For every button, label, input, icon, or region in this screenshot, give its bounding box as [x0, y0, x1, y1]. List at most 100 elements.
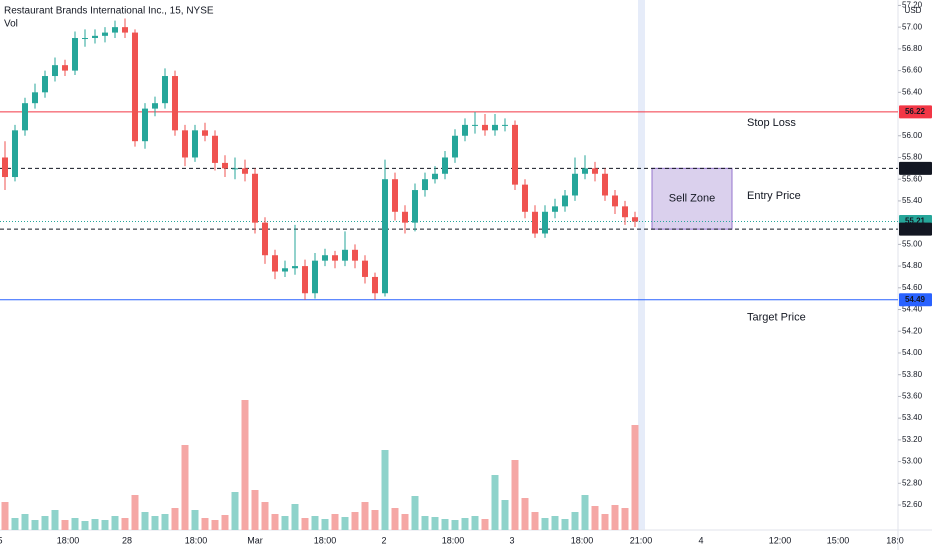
x-tick-label: 18:00 — [314, 535, 337, 545]
volume-bar — [451, 520, 459, 530]
volume-bar — [431, 517, 439, 530]
volume-bar — [461, 518, 469, 530]
candle-body — [242, 168, 248, 174]
candle-body — [362, 260, 368, 277]
candle-body — [182, 130, 188, 158]
y-tick-label: 56.60 — [902, 66, 923, 75]
volume-bar — [531, 512, 539, 530]
currency-label: USD — [905, 6, 922, 15]
volume-bar — [161, 514, 169, 530]
volume-bar — [221, 515, 229, 530]
y-tick-label: 54.00 — [902, 348, 923, 357]
candle-body — [432, 173, 438, 180]
volume-bar — [71, 518, 79, 530]
volume-bar — [511, 460, 519, 530]
volume-bar — [181, 445, 189, 530]
y-tick-label: 56.80 — [902, 44, 923, 53]
x-tick-label: 2 — [381, 535, 386, 545]
volume-bar — [61, 520, 69, 530]
candle-body — [202, 130, 208, 136]
candle-body — [132, 32, 138, 142]
volume-bar — [331, 514, 339, 530]
y-tick-label: 52.60 — [902, 500, 923, 509]
x-tick-label: 18:00 — [442, 535, 465, 545]
x-tick-label: Mar — [247, 535, 263, 545]
price-tag — [899, 105, 932, 119]
candle-body — [72, 38, 78, 71]
volume-bar — [471, 516, 479, 530]
volume-bar — [561, 519, 569, 530]
price-tag — [899, 222, 932, 236]
volume-bar — [551, 516, 559, 530]
candle-body — [172, 76, 178, 131]
candle-body — [482, 124, 488, 131]
volume-bar — [601, 514, 609, 530]
volume-bar — [271, 514, 279, 530]
candle-body — [552, 206, 558, 212]
candle-body — [192, 130, 198, 158]
candle-body — [632, 217, 638, 222]
volume-bar — [541, 518, 549, 530]
candle-body — [412, 190, 418, 223]
candle-body — [312, 260, 318, 294]
y-tick-label: 56.40 — [902, 87, 923, 96]
volume-bar — [121, 518, 129, 530]
volume-bar — [1, 502, 9, 530]
candle-body — [302, 266, 308, 294]
x-tick-label: 18:00 — [57, 535, 80, 545]
x-tick-label: 15:00 — [827, 535, 850, 545]
price-tag-label: 55.14 — [905, 224, 926, 233]
candle-body — [2, 157, 8, 178]
volume-bar — [191, 510, 199, 530]
candle-body — [162, 76, 168, 104]
candle-body — [582, 168, 588, 174]
volume-bar — [381, 450, 389, 530]
y-tick-label: 57.00 — [902, 22, 923, 31]
x-tick-label: 3 — [509, 535, 514, 545]
volume-bar — [291, 504, 299, 530]
y-tick-label: 55.00 — [902, 239, 923, 248]
volume-bar — [411, 496, 419, 530]
candle-body — [512, 124, 518, 185]
volume-bar — [391, 508, 399, 530]
candle-body — [382, 179, 388, 294]
chart-title: Restaurant Brands International Inc., 15… — [4, 6, 214, 17]
x-tick-label: 5 — [0, 535, 3, 545]
volume-bar — [231, 492, 239, 530]
volume-bar — [401, 514, 409, 530]
candle-body — [452, 135, 458, 158]
candle-body — [292, 266, 298, 269]
candle-body — [602, 173, 608, 196]
candle-body — [152, 103, 158, 109]
volume-bar — [301, 518, 309, 530]
volume-bar — [101, 520, 109, 530]
candle-body — [542, 211, 548, 234]
candle-body — [222, 162, 228, 169]
candle-body — [212, 135, 218, 163]
candle-body — [262, 222, 268, 256]
candle-body — [472, 124, 478, 126]
level-label: Target Price — [747, 312, 806, 324]
candle-body — [562, 195, 568, 207]
y-tick-label: 54.20 — [902, 326, 923, 335]
price-tag-label: 56.22 — [905, 107, 926, 116]
candle-body — [522, 184, 528, 212]
volume-bar — [111, 516, 119, 530]
candle-body — [252, 173, 258, 223]
y-tick-label: 53.20 — [902, 435, 923, 444]
x-tick-label: 18:00 — [571, 535, 594, 545]
volume-bar — [241, 400, 249, 530]
volume-bar — [321, 519, 329, 530]
volume-bar — [571, 512, 579, 530]
volume-bar — [261, 502, 269, 530]
volume-bar — [481, 519, 489, 530]
volume-bar — [351, 512, 359, 530]
candle-body — [442, 157, 448, 174]
candle-body — [462, 124, 468, 136]
candle-body — [272, 255, 278, 272]
y-tick-label: 55.60 — [902, 174, 923, 183]
volume-bar — [91, 519, 99, 530]
y-tick-label: 53.60 — [902, 392, 923, 401]
